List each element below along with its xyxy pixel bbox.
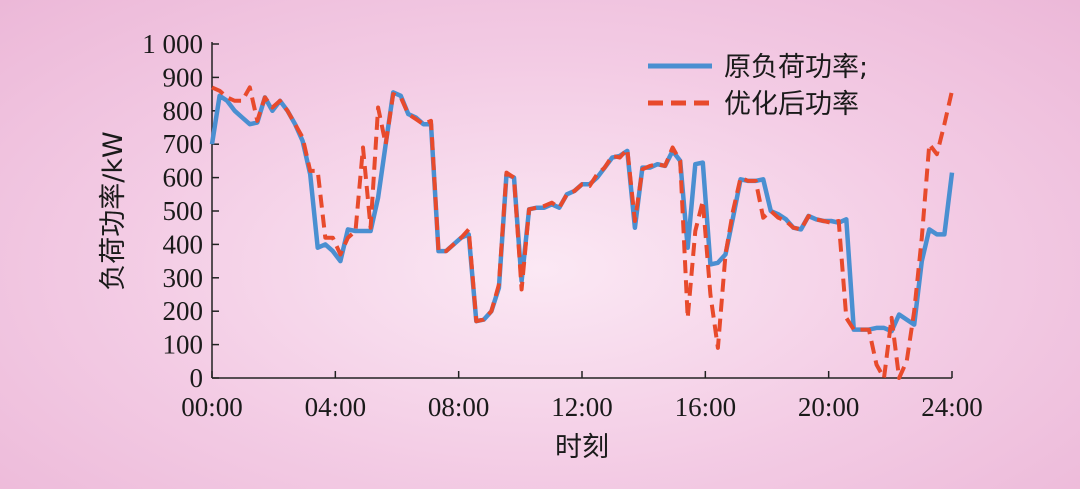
y-axis-title: 负荷功率/kW xyxy=(98,131,129,290)
legend-label-1: 原负荷功率; xyxy=(724,52,868,83)
x-tick-label: 12:00 xyxy=(551,392,613,422)
y-tick-label: 400 xyxy=(163,229,204,259)
x-tick-label: 04:00 xyxy=(305,392,367,422)
x-tick-label: 00:00 xyxy=(181,392,243,422)
x-axis: 00:00 04:00 08:00 12:00 16:00 20:00 24:00 xyxy=(181,371,983,422)
x-tick-label: 20:00 xyxy=(798,392,860,422)
legend-label-2: 优化后功率 xyxy=(724,89,859,120)
y-tick-label: 900 xyxy=(163,62,204,92)
x-axis-title: 时刻 xyxy=(555,432,609,463)
y-tick-label: 600 xyxy=(163,163,204,193)
series-line-1 xyxy=(209,90,955,334)
y-tick-label: 0 xyxy=(190,363,204,393)
y-tick-label: 700 xyxy=(163,129,204,159)
y-tick-label: 100 xyxy=(163,330,204,360)
y-tick-label: 800 xyxy=(163,96,204,126)
x-tick-label: 08:00 xyxy=(428,392,490,422)
series-lines xyxy=(209,85,955,380)
x-tick-label: 16:00 xyxy=(675,392,737,422)
y-tick-label: 200 xyxy=(163,296,204,326)
y-tick-label: 300 xyxy=(163,263,204,293)
legend: 原负荷功率; 优化后功率 xyxy=(648,52,868,120)
y-tick-label: 500 xyxy=(163,196,204,226)
y-tick-label: 1 000 xyxy=(142,29,203,59)
series-line-2 xyxy=(211,85,954,380)
x-tick-label: 24:00 xyxy=(921,392,983,422)
